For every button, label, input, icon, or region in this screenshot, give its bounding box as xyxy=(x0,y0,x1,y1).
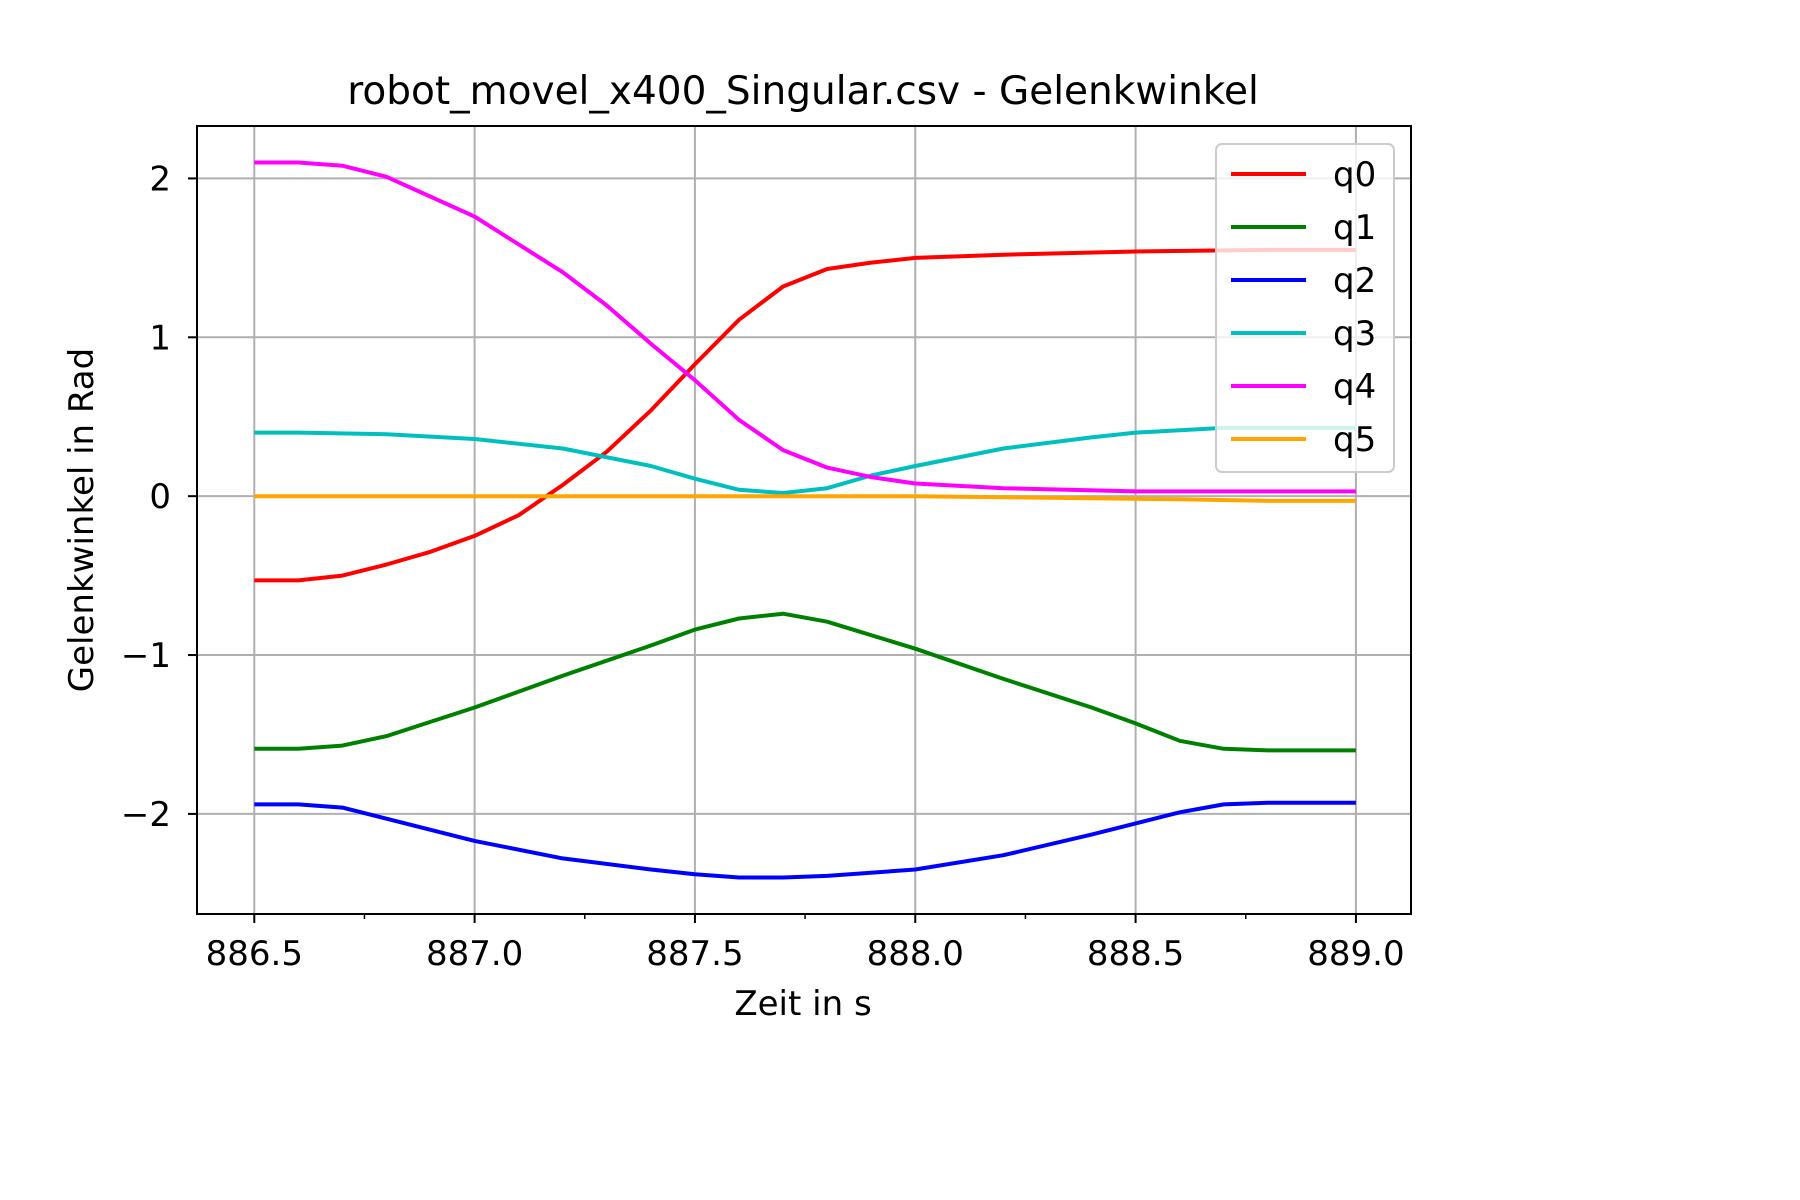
y-axis-label: Gelenkwinkel in Rad xyxy=(62,348,102,692)
legend-label-q2: q2 xyxy=(1333,261,1376,301)
series-lines xyxy=(254,160,1356,880)
y-tick-label: −2 xyxy=(121,795,171,835)
chart-title: robot_movel_x400_Singular.csv - Gelenkwi… xyxy=(347,69,1259,114)
legend-label-q1: q1 xyxy=(1333,208,1376,248)
x-tick-label: 887.0 xyxy=(426,934,523,974)
series-line-q1 xyxy=(254,611,1356,753)
axis-ticks: 886.5 887.0 887.5 888.0 888.5 889.0 −2 −1 0 1 2 xyxy=(121,159,1405,974)
x-axis-label: Zeit in s xyxy=(734,984,871,1024)
legend: q0 q1 q2 q3 q4 q5 xyxy=(1215,143,1395,473)
y-tick-label: 1 xyxy=(149,318,171,358)
series-line-q5 xyxy=(254,494,1356,503)
x-tick-label: 887.5 xyxy=(646,934,743,974)
y-tick-label: 2 xyxy=(149,159,171,199)
series-line-q2 xyxy=(254,800,1356,880)
legend-label-q5: q5 xyxy=(1333,420,1376,460)
x-tick-label: 888.0 xyxy=(867,934,964,974)
legend-label-q4: q4 xyxy=(1333,367,1376,407)
plot-frame xyxy=(196,125,1412,915)
x-tick-label: 886.5 xyxy=(206,934,303,974)
x-tick-label: 889.0 xyxy=(1307,934,1404,974)
legend-label-q0: q0 xyxy=(1333,155,1376,195)
x-tick-label: 888.5 xyxy=(1087,934,1184,974)
y-tick-label: 0 xyxy=(149,477,171,517)
series-line-q4 xyxy=(254,160,1356,494)
series-line-q0 xyxy=(254,247,1356,583)
y-tick-label: −1 xyxy=(121,636,171,676)
legend-label-q3: q3 xyxy=(1333,314,1376,354)
series-line-q3 xyxy=(254,425,1356,495)
